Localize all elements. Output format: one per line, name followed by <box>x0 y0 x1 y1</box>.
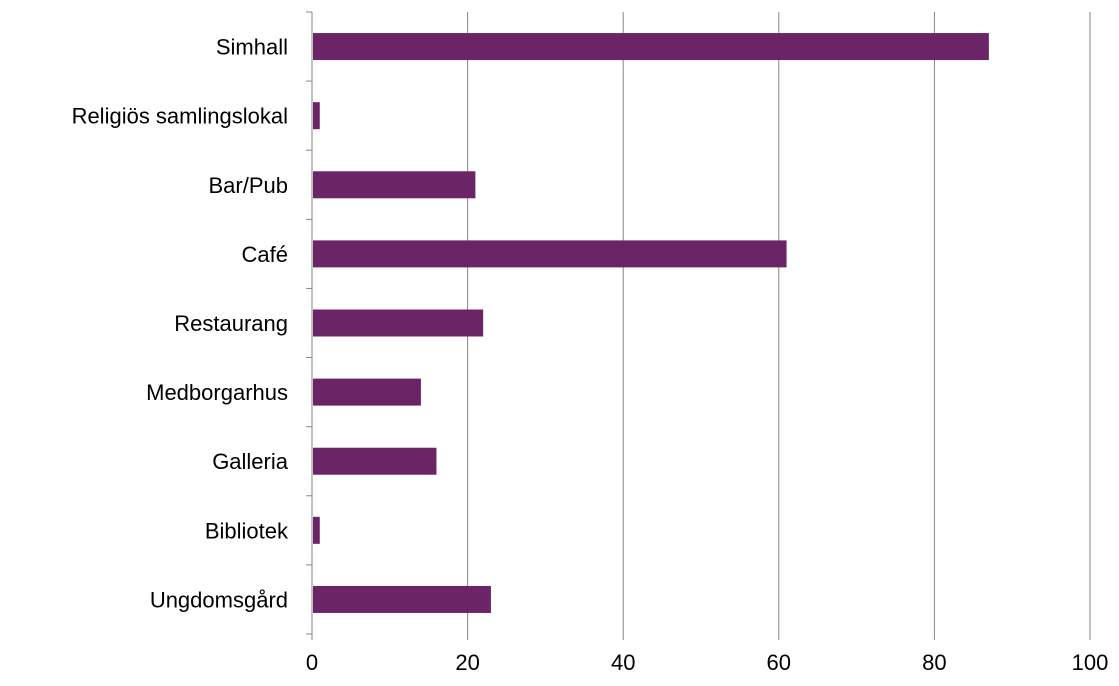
bar <box>313 102 320 130</box>
y-tick-label: Ungdomsgård <box>150 587 288 612</box>
bar <box>313 516 320 544</box>
bar <box>313 447 437 475</box>
x-tick-label: 80 <box>922 650 946 675</box>
gridlines <box>467 12 1091 634</box>
y-tick-label: Galleria <box>212 449 289 474</box>
x-tick-label: 100 <box>1072 650 1109 675</box>
y-tick-label: Religiös samlingslokal <box>72 104 288 129</box>
bar <box>313 309 484 337</box>
x-tick-label: 20 <box>455 650 479 675</box>
x-tick-label: 60 <box>767 650 791 675</box>
y-tick-label: Bar/Pub <box>209 173 289 198</box>
bar <box>313 585 491 613</box>
bars <box>313 33 989 613</box>
y-tick-label: Simhall <box>216 35 288 60</box>
bar <box>313 171 476 199</box>
bar <box>313 240 787 268</box>
x-tick-label: 0 <box>306 650 318 675</box>
y-tick-label: Bibliotek <box>205 518 289 543</box>
bar <box>313 33 989 61</box>
bar <box>313 378 421 406</box>
x-tick-label: 40 <box>611 650 635 675</box>
axes <box>306 11 1091 640</box>
y-tick-label: Restaurang <box>174 311 288 336</box>
y-tick-label: Medborgarhus <box>146 380 288 405</box>
labels: 0 20 40 60 80 100 Simhall Religiös samlingsloka… <box>72 35 1109 675</box>
y-tick-label: Café <box>242 242 288 267</box>
